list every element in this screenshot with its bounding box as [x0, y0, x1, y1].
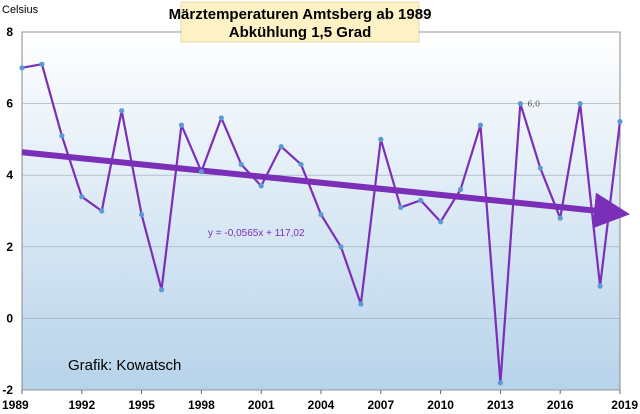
data-point — [537, 165, 543, 171]
data-point — [258, 183, 264, 189]
data-point — [119, 108, 125, 114]
plot-area — [21, 31, 621, 391]
y-tick-label: 8 — [6, 25, 13, 39]
x-tick-label: 2016 — [547, 398, 574, 412]
data-point — [59, 133, 65, 139]
y-tick-label: 6 — [6, 97, 13, 111]
data-point — [218, 115, 224, 121]
data-point — [617, 118, 623, 125]
data-point — [497, 380, 503, 386]
title-box — [180, 1, 420, 43]
data-point — [19, 65, 25, 71]
x-tick-label: 1992 — [68, 398, 95, 412]
data-point — [99, 208, 105, 214]
data-point — [358, 301, 364, 307]
data-point — [457, 186, 464, 193]
x-tick-label: 2001 — [248, 398, 275, 412]
chart-credit: Grafik: Kowatsch — [68, 357, 181, 374]
data-point — [298, 161, 304, 168]
data-point — [39, 61, 45, 67]
data-point — [139, 211, 145, 218]
y-tick-label: 4 — [6, 168, 13, 182]
x-tick-label: 2007 — [367, 398, 394, 412]
y-tick-label: 2 — [6, 240, 13, 254]
data-point — [597, 283, 603, 289]
series-layer — [19, 61, 623, 386]
data-point — [398, 204, 404, 211]
chart-subtitle: Abkühlung 1,5 Grad — [229, 24, 372, 41]
trendline-equation: y = -0,0565x + 117,02 — [208, 228, 305, 239]
data-point — [577, 101, 583, 107]
data-point — [378, 136, 384, 142]
data-point — [318, 211, 324, 218]
tick-labels: -2 0 2 4 6 8 1989 1992 1995 1998 2001 2004 2007 2010 2… — [2, 25, 638, 412]
data-point — [79, 194, 85, 200]
x-tick-label: 2010 — [427, 398, 454, 412]
data-point — [477, 122, 484, 128]
y-axis-label: Celsius — [2, 4, 39, 16]
data-point — [418, 197, 424, 203]
x-tick-label: 2004 — [308, 398, 335, 412]
x-tick-label: 2013 — [487, 398, 514, 412]
x-tick-label: 2019 — [611, 398, 638, 412]
y-tick-label: -2 — [2, 383, 13, 397]
x-tick-label: 1998 — [188, 398, 215, 412]
data-point — [557, 215, 563, 221]
data-point — [438, 219, 444, 225]
data-point-label: 6,0 — [527, 100, 540, 109]
x-tick-label: 1995 — [128, 398, 155, 412]
y-tick-label: 0 — [6, 311, 13, 325]
chart-title: Märztemperaturen Amtsberg ab 1989 — [169, 6, 432, 23]
data-point — [338, 244, 344, 250]
data-point — [178, 122, 185, 128]
data-point — [517, 101, 523, 107]
data-point — [238, 161, 244, 168]
data-point — [198, 169, 204, 175]
x-tick-label: 1989 — [2, 398, 29, 412]
data-point — [158, 287, 165, 293]
data-point — [278, 143, 284, 150]
